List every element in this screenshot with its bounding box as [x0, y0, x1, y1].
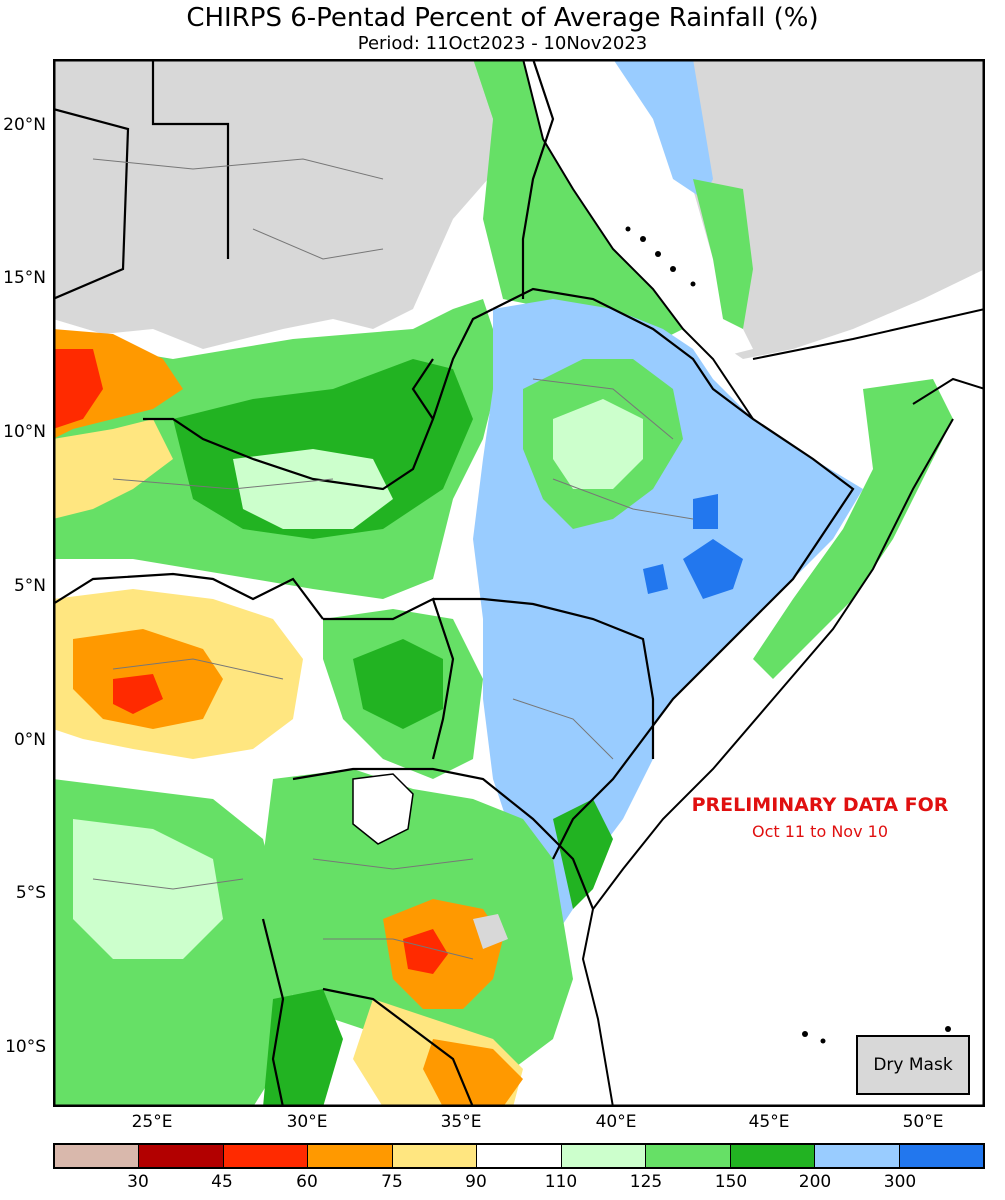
colorbar-tick-label: 125: [629, 1172, 663, 1192]
lon-label-45e: 45°E: [748, 1112, 790, 1132]
preliminary-data-notice: PRELIMINARY DATA FOR: [691, 794, 949, 816]
dry-mask-region-north: [53, 59, 493, 349]
colorbar-tick-label: 150: [714, 1172, 748, 1192]
darkgreen-uganda: [353, 639, 443, 729]
colorbar-tick-label: 30: [127, 1172, 149, 1192]
preliminary-data-period: Oct 11 to Nov 10: [751, 822, 888, 841]
darkblue-ethiopia-east: [693, 494, 718, 529]
lon-label-25e: 25°E: [131, 1112, 173, 1132]
lat-label-20n: 20°N: [3, 115, 46, 135]
darkgreen-malawi: [263, 989, 343, 1107]
colorbar-segment: [139, 1145, 224, 1167]
green-somalia-coast: [753, 379, 953, 679]
coastline: [522, 59, 985, 1107]
colorbar-segment: [308, 1145, 393, 1167]
colorbar-tick-label: 300: [883, 1172, 917, 1192]
colorbar-tick-label: 45: [211, 1172, 233, 1192]
colorbar-tick-label: 75: [381, 1172, 403, 1192]
lightgreen-southwest: [73, 819, 223, 959]
lightgreen-ethiopia: [553, 399, 643, 489]
blue-red-sea-coast: [613, 59, 713, 199]
red-congo: [113, 674, 163, 714]
chart-title: CHIRPS 6-Pentad Percent of Average Rainf…: [186, 3, 819, 33]
colorbar-segment: [392, 1145, 478, 1167]
lat-label-15n: 15°N: [3, 268, 46, 288]
lat-label-10n: 10°N: [3, 422, 46, 442]
lat-label-5s: 5°S: [15, 883, 46, 903]
dry-mask-legend: Dry Mask: [856, 1035, 970, 1095]
lat-label-0n: 0°N: [13, 730, 46, 750]
colorbar-tick-label: 90: [465, 1172, 487, 1192]
darkblue-ogaden-2: [643, 564, 668, 594]
lon-label-30e: 30°E: [286, 1112, 328, 1132]
colorbar-segment: [561, 1145, 647, 1167]
green-kenya-coast: [553, 799, 613, 909]
colorbar-segment: [477, 1145, 562, 1167]
colorbar-segment: [223, 1145, 309, 1167]
colorbar-segment: [646, 1145, 731, 1167]
country-borders: [53, 59, 855, 1107]
lake-victoria: [352, 773, 414, 845]
gray-drymask-tanzania: [473, 914, 508, 949]
colorbar-segment: [55, 1145, 140, 1167]
chart-subtitle: Period: 11Oct2023 - 10Nov2023: [357, 33, 648, 54]
lat-label-10s: 10°S: [5, 1037, 46, 1057]
indian-ocean: [583, 389, 985, 1107]
colorbar: [53, 1143, 985, 1169]
lon-label-35e: 35°E: [440, 1112, 482, 1132]
lat-label-5n: 5°N: [13, 576, 46, 596]
colorbar-segment: [899, 1145, 983, 1167]
colorbar-tick-label: 60: [296, 1172, 318, 1192]
darkblue-ogaden: [683, 539, 743, 599]
green-eritrea: [473, 59, 683, 339]
colorbar-tick-label: 110: [544, 1172, 578, 1192]
map-frame: [53, 59, 985, 1107]
red-west: [53, 349, 103, 429]
red-tanzania-center: [403, 929, 448, 974]
lightgreen-south-sudan: [233, 449, 393, 529]
lon-label-50e: 50°E: [902, 1112, 944, 1132]
admin-borders: [92, 158, 694, 960]
colorbar-segment: [730, 1145, 816, 1167]
colorbar-tick-label: 200: [798, 1172, 832, 1192]
islands: [625, 226, 951, 1044]
green-yemen: [693, 179, 753, 329]
yellow-west: [53, 419, 173, 519]
lon-label-40e: 40°E: [595, 1112, 637, 1132]
rainfall-map: [53, 59, 985, 1107]
colorbar-segment: [815, 1145, 900, 1167]
